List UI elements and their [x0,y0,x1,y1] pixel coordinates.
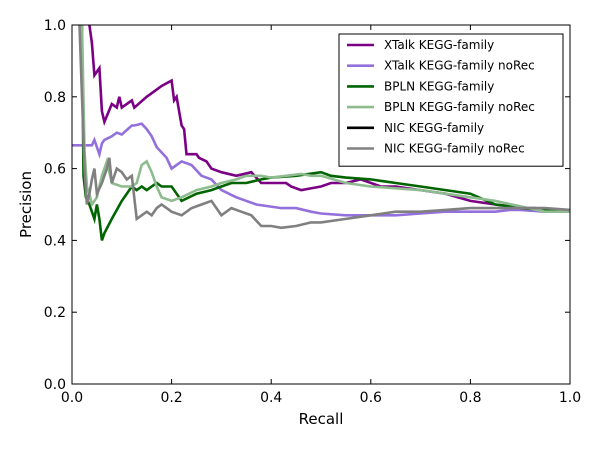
legend-entry-label: NIC KEGG-family [384,121,484,135]
x-tick-label: 0.2 [160,390,182,406]
y-tick-label: 0.8 [44,90,66,106]
y-tick-label: 1.0 [44,18,66,34]
x-tick-label: 1.0 [559,390,581,406]
x-axis-label: Recall [299,410,344,428]
x-tick-label: 0.0 [61,390,83,406]
y-tick-label: 0.6 [44,162,66,178]
y-axis-label: Precision [17,171,35,238]
series-line-2 [80,25,570,241]
y-tick-label: 0.4 [44,233,66,249]
x-tick-label: 0.4 [260,390,282,406]
axes-frame [71,24,571,385]
ticks-layer: 0.0 0.2 0.4 0.6 0.8 1.0 0.0 0.2 0.4 0.6 0.8 1.0 [44,18,581,406]
series-layer [72,25,570,241]
y-tick-label: 0.0 [44,377,66,393]
legend-box [338,33,564,167]
x-tick-label: 0.8 [459,390,481,406]
series-line-3 [80,25,570,213]
legend-entry-label: BPLN KEGG-family [384,79,494,93]
legend-entry-label: NIC KEGG-family noRec [384,142,525,156]
legend-entry-label: XTalk KEGG-family [384,38,494,52]
legend-entry-label: BPLN KEGG-family noRec [384,100,535,114]
series-line-1 [72,122,570,217]
series-line-5 [78,25,570,230]
legend-entry-label: XTalk KEGG-family noRec [384,59,535,73]
y-tick-label: 0.2 [44,305,66,321]
legend: XTalk KEGG-family XTalk KEGG-family noRec… [338,33,564,167]
x-tick-label: 0.6 [360,390,382,406]
